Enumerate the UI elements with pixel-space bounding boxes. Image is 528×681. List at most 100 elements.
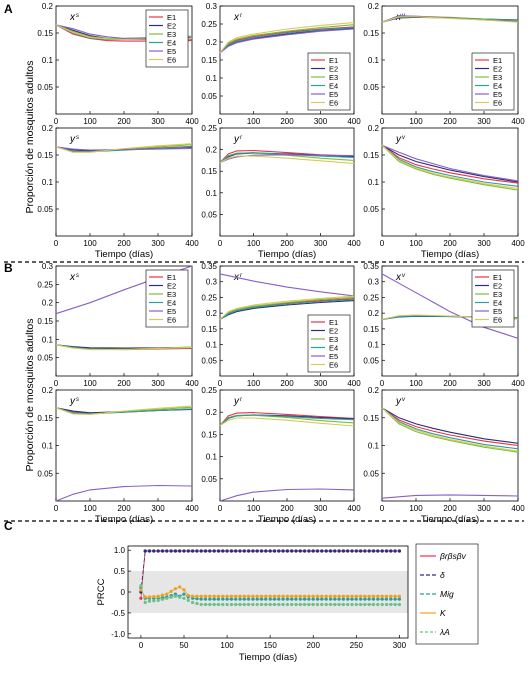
legend-entry: E5 — [493, 90, 502, 99]
series-line-e6 — [219, 155, 355, 164]
series-line-e4 — [219, 414, 355, 426]
x-tick-label: 200 — [117, 504, 131, 513]
legend-entry: E2 — [493, 65, 502, 74]
series-point — [328, 602, 333, 607]
series-point — [281, 602, 285, 607]
series-point — [259, 549, 264, 553]
series-point — [350, 549, 354, 553]
series-point — [294, 549, 298, 553]
chart-panel-a-xs: 0 100 200 300 400 0.05 0.1 0.15 0.2 x s E1E2E3E4E5E… — [37, 2, 199, 126]
series-point — [156, 598, 160, 603]
series-point — [397, 549, 401, 553]
x-tick-label: 250 — [350, 641, 364, 650]
x-tick-label: 300 — [477, 239, 491, 248]
x-axis-label: Tiempo (días) — [239, 652, 297, 663]
series-point — [328, 594, 333, 598]
y-tick-label: 0.1 — [206, 453, 218, 462]
series-point — [221, 594, 225, 598]
x-tick-label: 400 — [185, 504, 199, 513]
series-point — [191, 594, 195, 598]
series-point — [199, 594, 203, 598]
series-point — [238, 594, 242, 598]
panel-label: y — [395, 396, 402, 407]
series-line-e4 — [381, 407, 519, 450]
series-line-e3 — [381, 144, 519, 191]
x-tick-label: 100 — [409, 117, 423, 126]
series-point — [341, 549, 345, 553]
series-point — [298, 594, 302, 598]
x-tick-label: 200 — [443, 504, 457, 513]
series-point — [160, 549, 165, 553]
y-tick-label: 0.1 — [42, 178, 54, 187]
legend-entry: E3 — [493, 290, 502, 299]
series-line-e5 — [219, 273, 355, 297]
series-point — [363, 602, 367, 607]
series-point — [371, 602, 376, 607]
panel-label-superscript: v — [402, 273, 406, 279]
series-point — [156, 594, 160, 598]
panel-label: y — [233, 396, 240, 407]
series-point — [363, 549, 367, 553]
x-tick-label: 300 — [151, 117, 165, 126]
x-tick-label: 200 — [280, 379, 294, 388]
series-point — [367, 597, 371, 601]
series-point — [216, 594, 221, 598]
series-point — [143, 549, 147, 553]
x-tick-label: 0 — [380, 504, 385, 513]
series-point — [363, 594, 367, 598]
prcc-legend-entry: K — [440, 608, 446, 618]
series-line-e5 — [219, 28, 355, 54]
series-point — [298, 602, 302, 607]
series-point — [376, 602, 380, 607]
x-tick-label: 100 — [83, 504, 97, 513]
x-tick-label: 0 — [218, 239, 223, 248]
legend-box — [145, 269, 189, 328]
series-point — [251, 549, 255, 553]
y-tick-label: 0.05 — [363, 469, 379, 478]
series-point — [225, 549, 229, 553]
y-tick-label: 0.2 — [206, 408, 218, 417]
x-tick-label: 300 — [151, 504, 165, 513]
series-point — [152, 595, 156, 599]
series-point — [307, 549, 311, 553]
plot-frame — [381, 389, 519, 502]
series-point — [255, 602, 259, 607]
y-tick-label: 0.25 — [201, 293, 217, 302]
series-point — [221, 602, 225, 607]
series-point — [195, 594, 199, 598]
y-tick-label: 0.3 — [42, 262, 54, 271]
panel-label: y — [69, 396, 76, 407]
series-point — [268, 549, 272, 553]
legend-box — [307, 52, 351, 111]
x-tick-label: 100 — [247, 117, 261, 126]
legend-entry: E3 — [329, 335, 338, 344]
prcc-legend-entry: δ — [440, 570, 445, 580]
series-point — [320, 602, 324, 607]
series-point — [311, 597, 315, 601]
series-point — [221, 549, 225, 553]
panel-label-superscript: s — [76, 135, 79, 141]
series-point — [393, 594, 397, 598]
series-point — [251, 597, 255, 601]
series-point — [367, 594, 371, 598]
series-point — [328, 549, 333, 553]
series-point — [315, 602, 320, 607]
series-point — [247, 594, 251, 598]
series-point — [203, 602, 208, 607]
series-line-e4 — [219, 299, 355, 320]
series-point — [376, 549, 380, 553]
series-point — [307, 594, 311, 598]
series-point — [147, 549, 152, 553]
series-point — [277, 597, 281, 601]
series-point — [165, 592, 169, 596]
legend-entry: E1 — [167, 13, 176, 22]
chart-panel-prcc: 0 50 100 150 200 250 300 -1.0 -0.5 0 0.5 1.0 Tiempo … — [96, 543, 479, 663]
series-point — [389, 602, 393, 607]
series-point — [242, 549, 246, 553]
y-tick-label: 0.15 — [37, 29, 53, 38]
series-point — [139, 584, 143, 588]
series-point — [186, 549, 190, 553]
series-point — [389, 549, 393, 553]
panel-label-superscript: r — [240, 273, 243, 279]
